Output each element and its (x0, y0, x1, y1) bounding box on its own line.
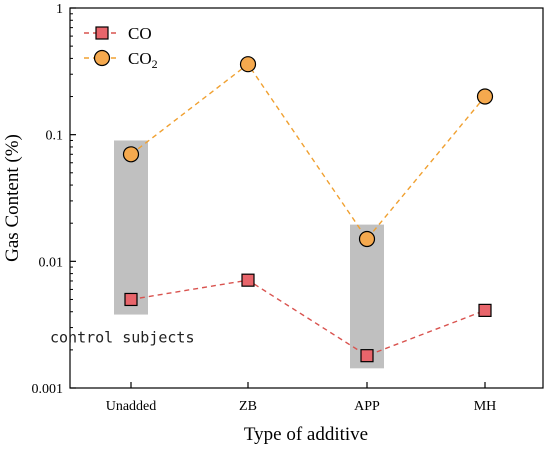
annotation-control-subjects: control subjects (50, 329, 195, 347)
y-axis-label: Gas Content (%) (2, 134, 23, 262)
y-tick-label: 1 (56, 2, 63, 17)
marker-co-mh (478, 303, 492, 317)
plot-frame (69, 7, 544, 389)
x-tick-label-unadded: Unadded (106, 399, 157, 414)
x-tick-label-mh: MH (474, 399, 497, 414)
marker-co-zb (241, 273, 255, 287)
y-tick-label: 0.1 (46, 129, 64, 144)
highlight-box-app (350, 224, 384, 369)
series-markers (122, 56, 494, 363)
legend-marker-co (95, 26, 109, 40)
x-tick-label-zb: ZB (239, 399, 257, 414)
legend: CO CO2 (84, 24, 158, 71)
legend-label-subscript: 2 (152, 57, 158, 71)
highlight-boxes (114, 140, 384, 369)
legend-marker-co2 (93, 49, 111, 67)
highlight-box-unadded (114, 140, 148, 315)
marker-co-unadded (124, 292, 138, 307)
y-tick-label: 0.001 (32, 382, 64, 397)
series-line-co2 (130, 63, 486, 241)
x-axis-label: Type of additive (244, 424, 368, 445)
y-tick-label: 0.01 (39, 255, 64, 270)
legend-label-co2: CO2 (128, 49, 158, 71)
series-lines (130, 63, 486, 357)
legend-label-co: CO (128, 24, 152, 43)
x-tick-label-app: APP (354, 399, 380, 414)
series-line-co (130, 279, 486, 357)
marker-co-app (360, 349, 374, 363)
y-axis: 0.001 0.01 0.1 1 (32, 2, 76, 397)
marker-co2-zb (239, 56, 257, 73)
marker-co2-mh (476, 88, 494, 105)
marker-co2-app (358, 230, 376, 248)
marker-co2-unadded (122, 146, 140, 163)
x-axis: Unadded ZB APP MH (106, 382, 497, 414)
